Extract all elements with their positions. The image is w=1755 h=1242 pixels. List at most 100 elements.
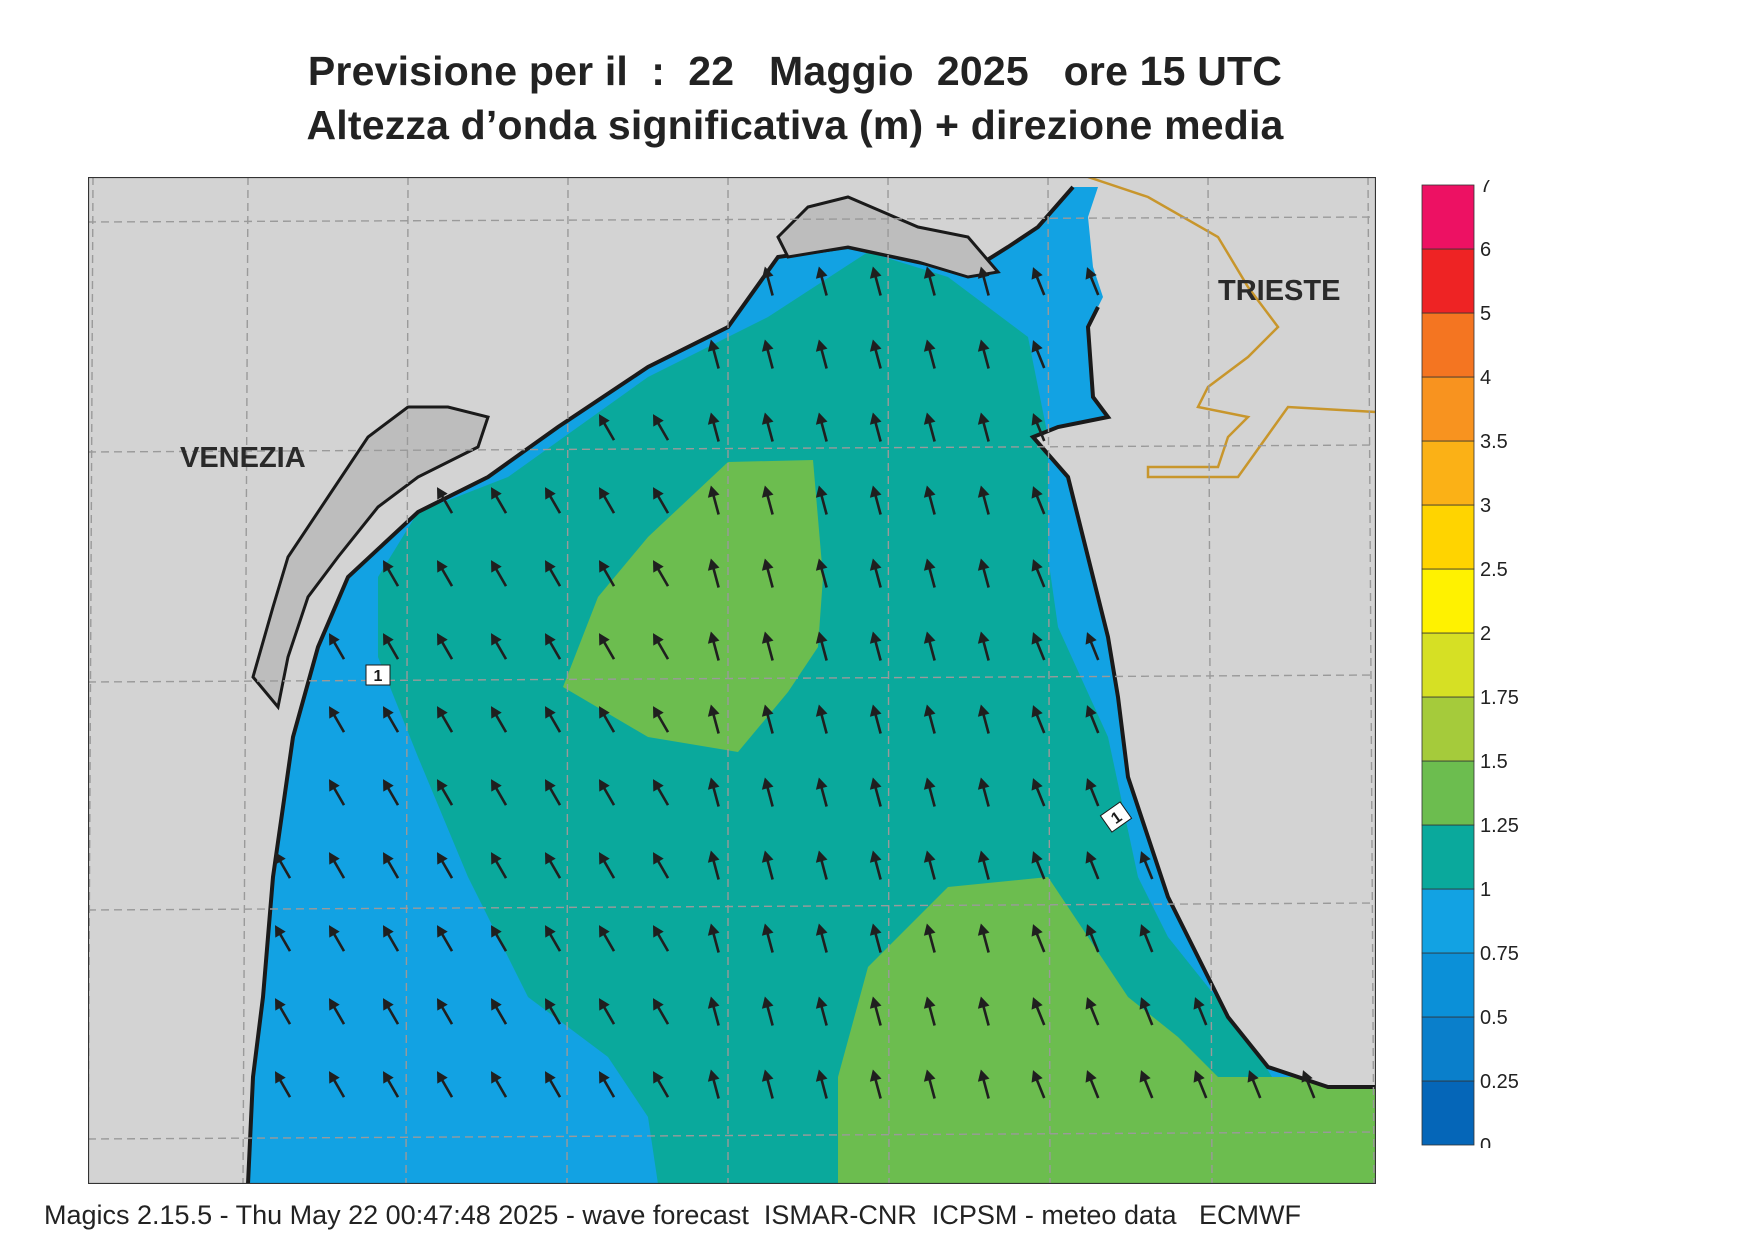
direction-arrow bbox=[977, 923, 990, 953]
direction-arrow bbox=[275, 1071, 292, 1098]
legend-tick-label: 5 bbox=[1480, 303, 1491, 325]
direction-arrow bbox=[653, 487, 670, 514]
direction-arrow bbox=[761, 850, 774, 880]
direction-arrow bbox=[491, 1071, 508, 1098]
direction-arrow bbox=[1031, 705, 1046, 734]
direction-arrow bbox=[599, 633, 616, 660]
direction-arrow bbox=[383, 706, 400, 733]
direction-arrow bbox=[383, 633, 400, 660]
direction-arrow bbox=[923, 339, 936, 369]
direction-arrow bbox=[869, 412, 882, 442]
direction-arrow bbox=[869, 485, 882, 515]
direction-arrow bbox=[491, 852, 508, 879]
direction-arrow bbox=[1085, 778, 1100, 807]
direction-arrow bbox=[761, 923, 774, 953]
legend-swatch bbox=[1421, 696, 1475, 762]
direction-arrow bbox=[437, 1071, 454, 1098]
direction-arrow bbox=[491, 487, 508, 514]
direction-arrow bbox=[545, 706, 562, 733]
direction-arrow bbox=[977, 1069, 990, 1099]
direction-arrow bbox=[977, 412, 990, 442]
direction-arrow bbox=[1139, 924, 1154, 953]
direction-arrow bbox=[707, 923, 720, 953]
legend-swatch bbox=[1421, 440, 1475, 506]
contour-label-east-box: 1 bbox=[1099, 801, 1133, 833]
direction-arrow bbox=[437, 706, 454, 733]
direction-arrow bbox=[923, 485, 936, 515]
direction-arrow bbox=[653, 633, 670, 660]
direction-arrow bbox=[329, 925, 346, 952]
border-line bbox=[1087, 177, 1376, 479]
direction-arrow bbox=[599, 487, 616, 514]
direction-arrow bbox=[1139, 997, 1154, 1026]
direction-arrow bbox=[653, 414, 670, 441]
direction-arrow bbox=[1247, 1070, 1262, 1099]
direction-arrow bbox=[761, 1069, 774, 1099]
legend-swatch bbox=[1421, 1080, 1475, 1146]
contour-label-west: 1 bbox=[374, 668, 383, 685]
direction-arrow bbox=[383, 1071, 400, 1098]
direction-arrow bbox=[1139, 1070, 1154, 1099]
direction-arrow bbox=[815, 777, 828, 807]
legend-swatch bbox=[1421, 632, 1475, 698]
direction-arrow bbox=[761, 777, 774, 807]
direction-arrow bbox=[437, 487, 454, 514]
direction-arrow bbox=[545, 1071, 562, 1098]
direction-arrow bbox=[275, 998, 292, 1025]
direction-arrow bbox=[653, 925, 670, 952]
direction-arrow bbox=[1193, 997, 1208, 1026]
direction-arrow bbox=[923, 777, 936, 807]
legend-tick-label: 6 bbox=[1480, 239, 1491, 261]
direction-arrow bbox=[545, 487, 562, 514]
direction-arrow bbox=[977, 631, 990, 661]
direction-arrow bbox=[653, 998, 670, 1025]
direction-arrow bbox=[653, 1071, 670, 1098]
direction-arrow bbox=[869, 923, 882, 953]
direction-arrow bbox=[1031, 559, 1046, 588]
direction-arrow bbox=[437, 925, 454, 952]
direction-arrow bbox=[977, 339, 990, 369]
direction-arrow bbox=[1031, 778, 1046, 807]
direction-arrow bbox=[707, 996, 720, 1026]
legend-swatch bbox=[1421, 888, 1475, 954]
legend-tick-label: 0.25 bbox=[1480, 1071, 1519, 1093]
direction-arrow bbox=[707, 558, 720, 588]
direction-arrow bbox=[977, 704, 990, 734]
direction-arrow bbox=[923, 923, 936, 953]
legend-tick-label: 0.5 bbox=[1480, 1007, 1508, 1029]
direction-arrow bbox=[977, 485, 990, 515]
direction-arrow bbox=[923, 266, 936, 296]
legend-tick-label: 2 bbox=[1480, 623, 1491, 645]
direction-arrow bbox=[1085, 632, 1100, 661]
legend-swatch bbox=[1421, 568, 1475, 634]
legend-tick-label: 7 bbox=[1480, 180, 1491, 197]
legend-tick-label: 0.75 bbox=[1480, 943, 1519, 965]
direction-arrow bbox=[599, 560, 616, 587]
direction-arrow bbox=[437, 852, 454, 879]
direction-arrow bbox=[923, 704, 936, 734]
direction-arrow bbox=[599, 998, 616, 1025]
direction-arrow bbox=[815, 339, 828, 369]
direction-arrow bbox=[707, 631, 720, 661]
legend-tick-label: 2.5 bbox=[1480, 559, 1508, 581]
direction-arrow bbox=[1031, 413, 1046, 442]
direction-arrow bbox=[1031, 340, 1046, 369]
direction-arrow bbox=[599, 925, 616, 952]
legend-swatch bbox=[1421, 312, 1475, 378]
direction-arrow bbox=[599, 414, 616, 441]
direction-arrow bbox=[383, 779, 400, 806]
legend-tick-label: 1.25 bbox=[1480, 815, 1519, 837]
direction-arrow bbox=[977, 558, 990, 588]
wave-direction-arrows bbox=[275, 266, 1316, 1099]
direction-arrow bbox=[491, 633, 508, 660]
direction-arrow bbox=[869, 777, 882, 807]
direction-arrow bbox=[923, 412, 936, 442]
direction-arrow bbox=[383, 560, 400, 587]
coastline-east bbox=[1029, 306, 1376, 1089]
direction-arrow bbox=[977, 996, 990, 1026]
direction-arrow bbox=[599, 779, 616, 806]
direction-arrow bbox=[491, 706, 508, 733]
direction-arrow bbox=[275, 925, 292, 952]
city-label-trieste: TRIESTE bbox=[1218, 275, 1340, 307]
direction-arrow bbox=[1301, 1070, 1316, 1099]
